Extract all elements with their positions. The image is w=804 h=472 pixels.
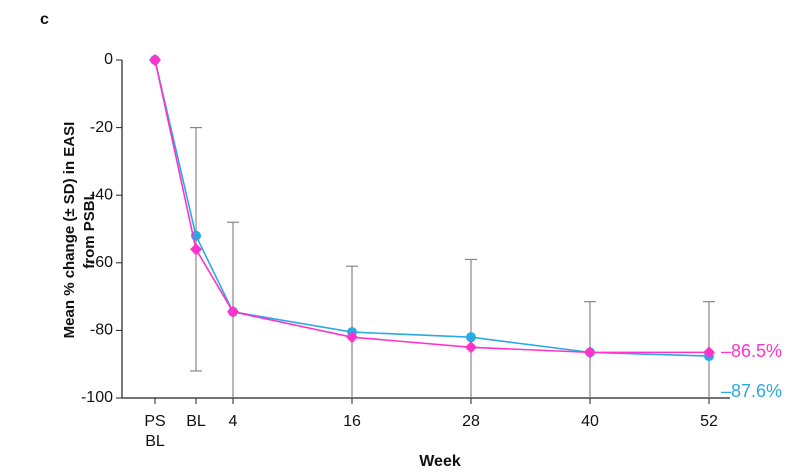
- x-tick-label: 52: [700, 413, 718, 430]
- marker: [466, 332, 476, 343]
- y-tick-label: -20: [90, 119, 113, 136]
- y-axis-title: Mean % change (± SD) in EASI from PSBL: [61, 121, 98, 339]
- y-tick-label: 0: [104, 51, 113, 68]
- marker: [703, 346, 715, 359]
- panel-label: c: [40, 11, 49, 28]
- value-label: –87.6%: [721, 381, 782, 401]
- marker: [346, 331, 358, 344]
- x-tick-label: 4: [228, 413, 238, 430]
- y-tick-label: -60: [90, 254, 113, 271]
- x-axis-title: Week: [419, 453, 461, 470]
- x-tick-label: 16: [343, 413, 361, 430]
- y-tick-label: -40: [90, 186, 113, 203]
- marker: [465, 341, 477, 354]
- marker: [584, 346, 596, 359]
- marker: [227, 305, 239, 318]
- y-tick-label: -100: [81, 389, 113, 406]
- x-tick-label: 28: [462, 413, 480, 430]
- x-tick-label: BL: [186, 413, 206, 430]
- marker: [149, 54, 161, 66]
- series-line: [154, 59, 709, 354]
- y-tick-label: -80: [90, 322, 113, 339]
- x-tick-label: PS BL: [144, 413, 166, 450]
- x-tick-label: 40: [581, 413, 599, 430]
- value-label: –86.5%: [721, 341, 782, 361]
- marker: [190, 243, 202, 256]
